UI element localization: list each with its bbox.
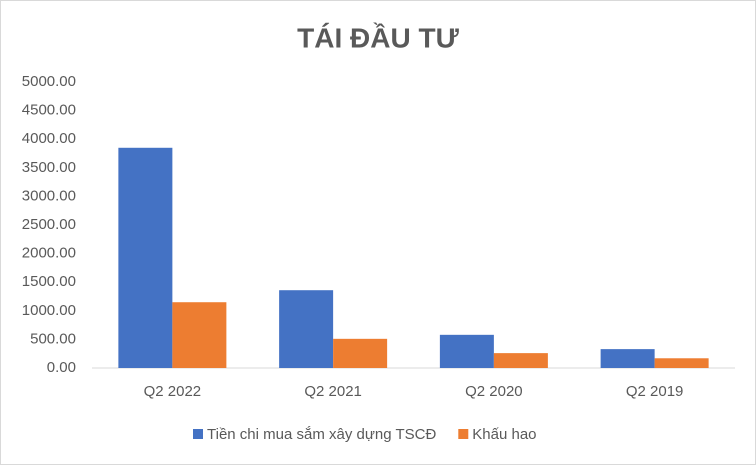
- bar: [493, 353, 548, 368]
- y-tick-label: 1000.00: [22, 302, 76, 319]
- bar: [172, 302, 227, 368]
- x-tick-label: Q2 2019: [626, 383, 684, 400]
- y-tick-label: 5000.00: [22, 73, 76, 90]
- y-tick-label: 0.00: [47, 359, 76, 376]
- chart-title: TÁI ĐẦU TƯ: [297, 22, 459, 53]
- legend-swatch: [193, 429, 203, 439]
- y-tick-label: 3500.00: [22, 159, 76, 176]
- y-tick-label: 2500.00: [22, 216, 76, 233]
- x-tick-label: Q2 2022: [144, 383, 202, 400]
- bar: [279, 290, 334, 368]
- x-tick-label: Q2 2021: [304, 383, 362, 400]
- bar: [439, 334, 494, 368]
- y-tick-label: 4500.00: [22, 102, 76, 119]
- y-tick-label: 500.00: [30, 330, 76, 347]
- legend-label: Tiền chi mua sắm xây dựng TSCĐ: [207, 426, 436, 443]
- bar: [333, 338, 388, 368]
- y-tick-label: 1500.00: [22, 273, 76, 290]
- legend-swatch: [458, 429, 469, 439]
- legend-label: Khấu hao: [472, 426, 536, 443]
- bar: [118, 147, 173, 368]
- x-tick-label: Q2 2020: [465, 383, 523, 400]
- y-tick-label: 4000.00: [22, 130, 76, 147]
- y-tick-label: 2000.00: [22, 245, 76, 262]
- y-tick-label: 3000.00: [22, 187, 76, 204]
- bar: [654, 358, 709, 368]
- bar: [600, 349, 655, 368]
